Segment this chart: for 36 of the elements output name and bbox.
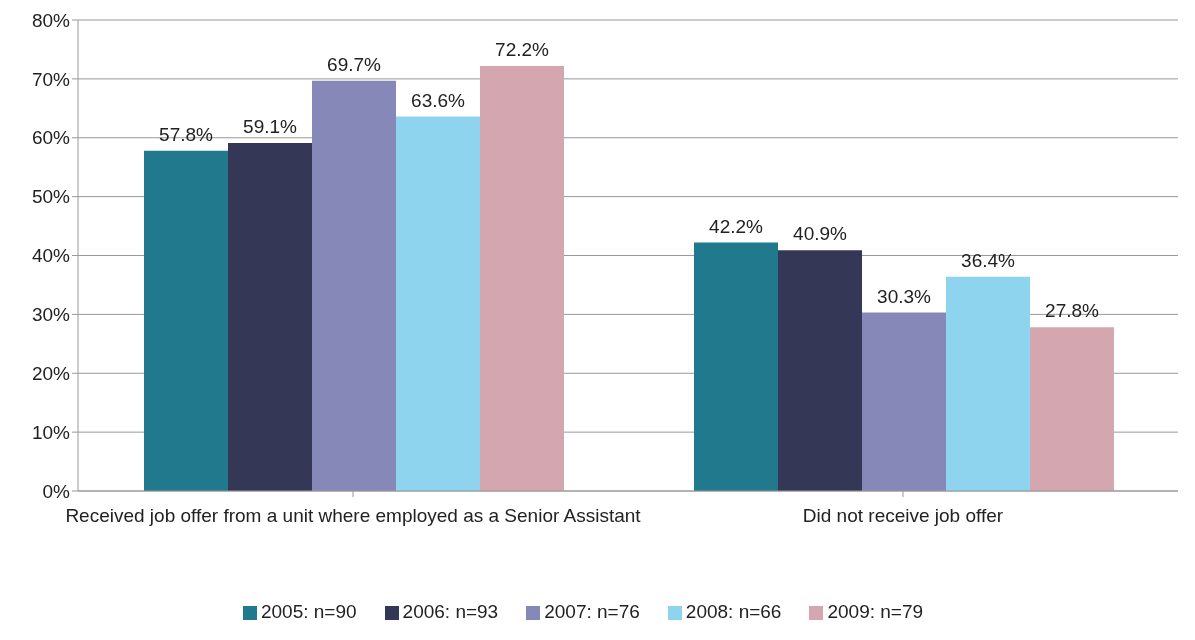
data-label: 27.8% <box>1045 300 1100 322</box>
data-label: 63.6% <box>411 89 466 111</box>
data-label: 40.9% <box>793 223 848 245</box>
data-label: 42.2% <box>709 215 764 237</box>
bar <box>228 143 312 491</box>
legend-label: 2006: n=93 <box>402 601 499 622</box>
bar <box>694 242 778 491</box>
legend-label: 2007: n=76 <box>544 601 640 622</box>
y-tick-label: 70% <box>31 68 71 90</box>
bar <box>1030 327 1114 491</box>
x-tick-label: Received job offer from a unit where employed as a Senior Assistant <box>65 505 642 527</box>
bar <box>396 116 480 491</box>
bar <box>778 250 862 491</box>
legend-label: 2008: n=66 <box>685 601 782 622</box>
x-tick-label: Did not receive job offer <box>802 505 1004 527</box>
y-tick-label: 60% <box>31 127 71 149</box>
bar <box>480 65 564 491</box>
y-tick-label: 10% <box>31 421 71 443</box>
bar <box>862 312 946 491</box>
data-label: 59.1% <box>243 116 298 138</box>
data-label: 72.2% <box>495 38 550 60</box>
bar <box>312 80 396 491</box>
data-label: 36.4% <box>961 249 1016 271</box>
data-label: 57.8% <box>159 123 214 145</box>
y-tick-label: 50% <box>31 186 71 208</box>
data-label: 69.7% <box>327 53 382 75</box>
y-tick-label: 30% <box>31 304 71 326</box>
data-label: 30.3% <box>877 285 932 307</box>
bar <box>144 150 228 491</box>
y-tick-label: 80% <box>31 9 71 31</box>
y-tick-label: 0% <box>42 480 71 502</box>
legend-label: 2009: n=79 <box>827 601 924 622</box>
y-tick-label: 40% <box>31 245 71 267</box>
bar <box>946 276 1030 491</box>
y-tick-label: 20% <box>31 362 71 384</box>
legend-label: 2005: n=90 <box>260 601 357 622</box>
